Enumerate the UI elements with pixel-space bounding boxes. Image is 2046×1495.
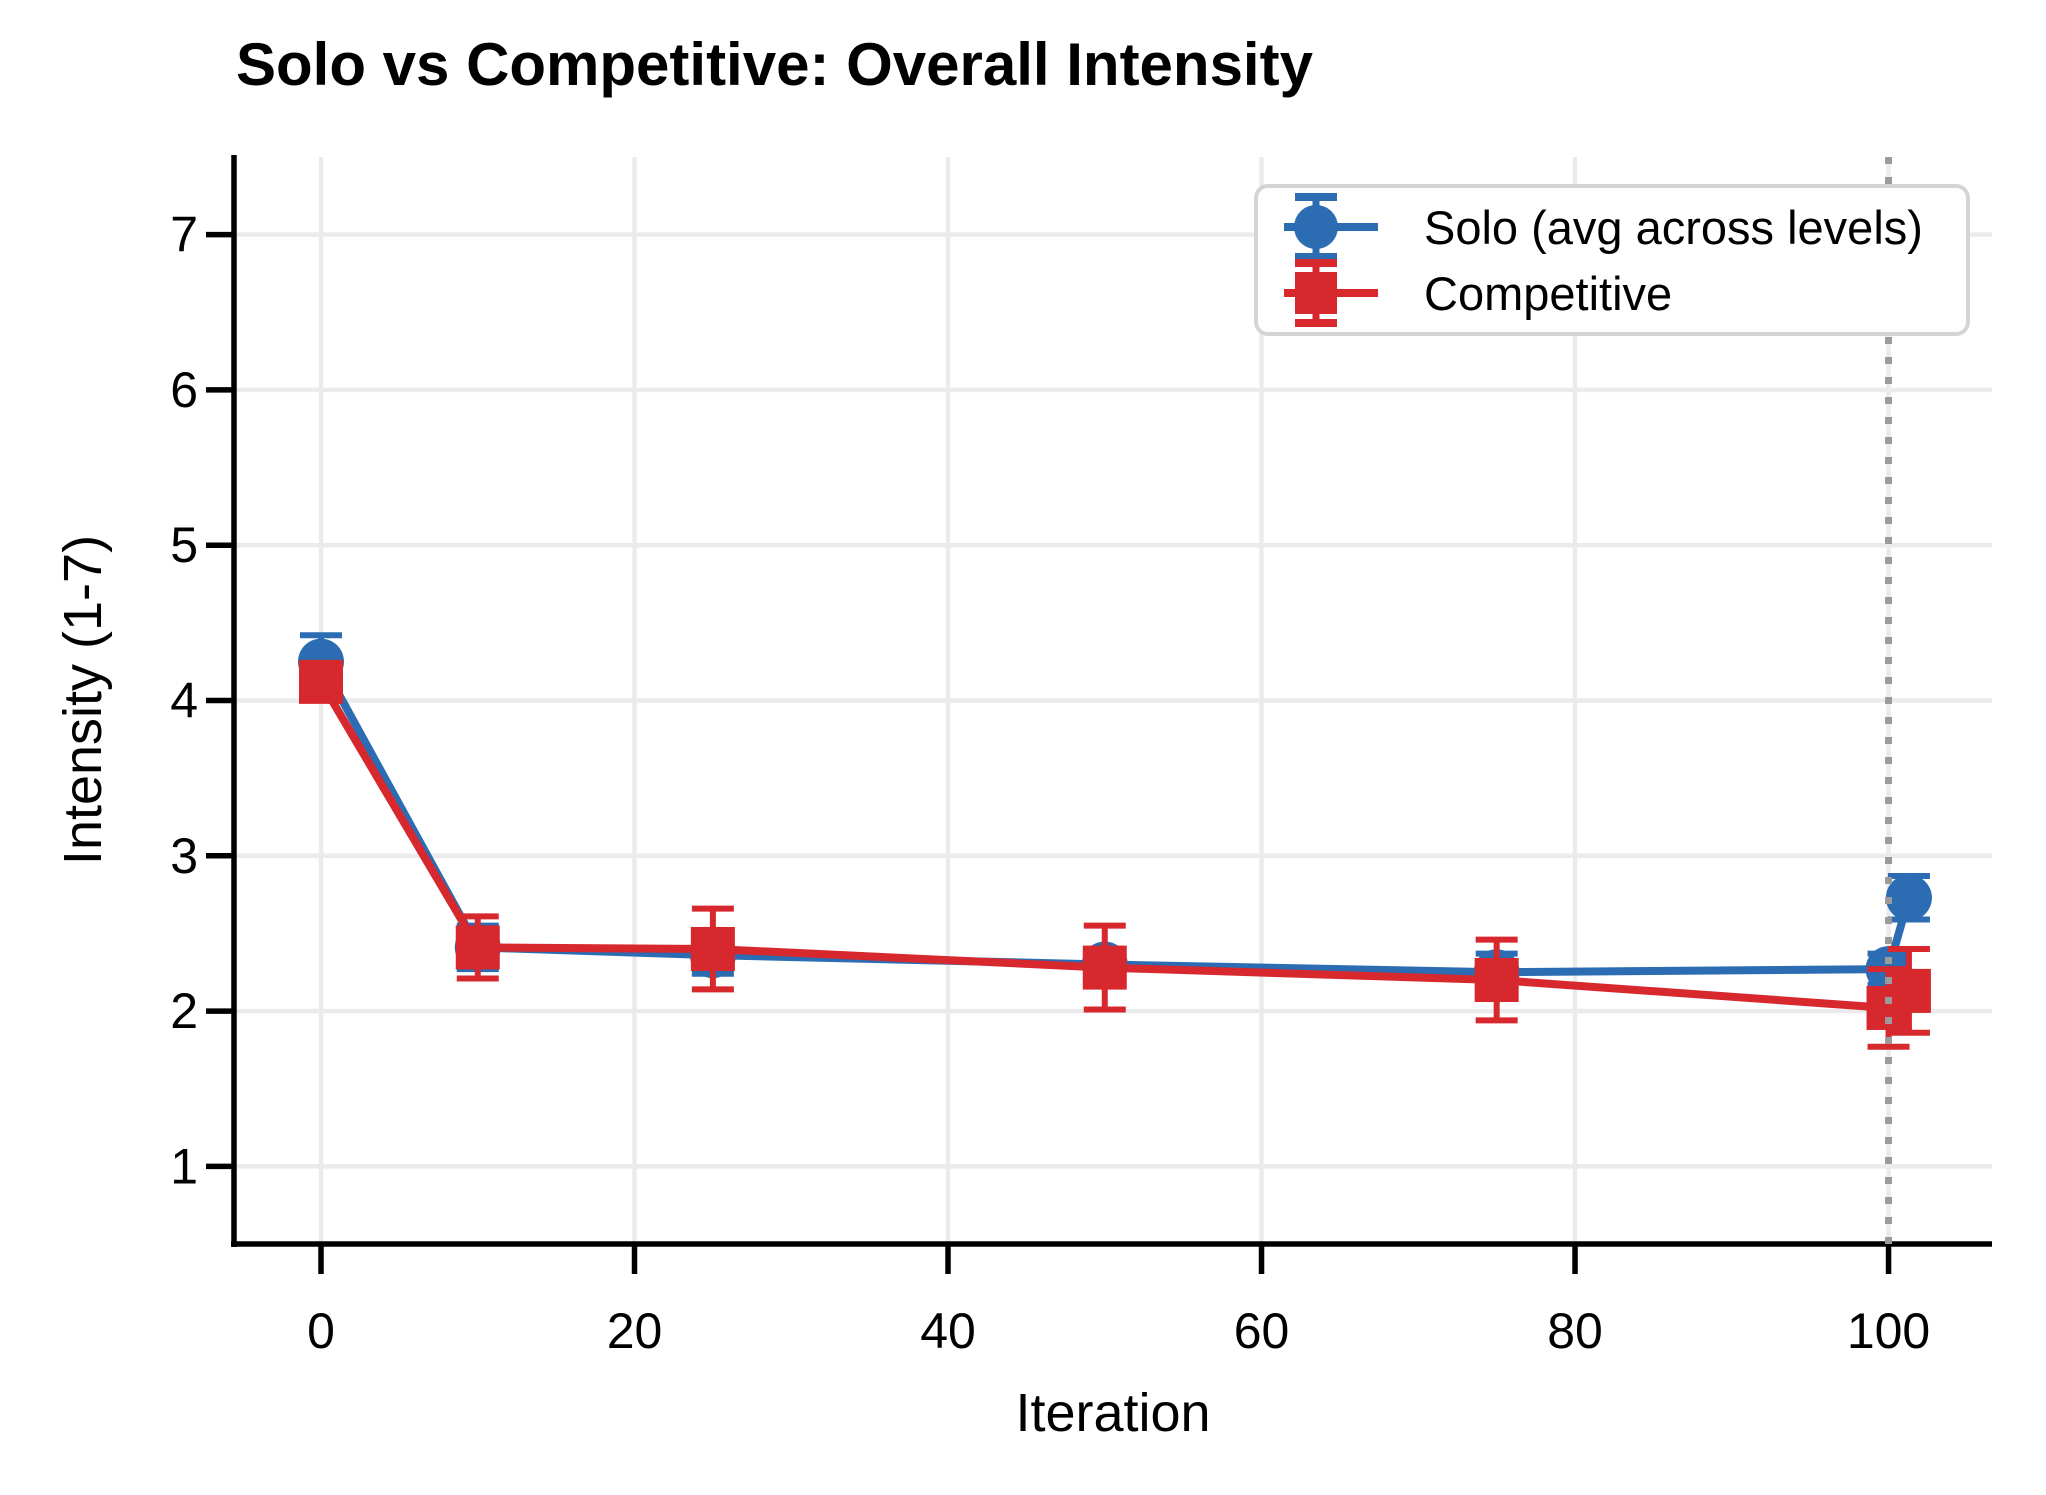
y-axis-label: Intensity (1-7) <box>53 534 113 866</box>
x-tick-label-60: 60 <box>1234 1303 1290 1359</box>
legend-item-competitive: Competitive <box>1282 259 1966 327</box>
y-tick-label-5: 5 <box>170 517 198 573</box>
legend-item-solo-avg-across-levels: Solo (avg across levels) <box>1282 193 1966 261</box>
legend: Solo (avg across levels) Competitive <box>1254 184 1970 336</box>
marker-square-competitive <box>690 926 735 971</box>
legend-label: Solo (avg across levels) <box>1424 200 1923 254</box>
chart-title: Solo vs Competitive: Overall Intensity <box>236 31 1313 98</box>
y-tick-label-3: 3 <box>170 828 198 884</box>
marker-square-competitive <box>298 659 343 704</box>
marker-circle-solo-avg-across-levels <box>1885 874 1932 921</box>
y-tick-label-6: 6 <box>170 362 198 418</box>
x-tick-label-20: 20 <box>607 1303 663 1359</box>
marker-square-competitive <box>1886 968 1931 1013</box>
y-tick-label-1: 1 <box>170 1138 198 1194</box>
y-tick-label-7: 7 <box>170 207 198 263</box>
y-tick-label-2: 2 <box>170 983 198 1039</box>
legend-marker-square-icon <box>1284 259 1378 327</box>
x-tick-label-100: 100 <box>1847 1303 1930 1359</box>
marker-square-competitive <box>455 925 500 970</box>
x-tick-label-0: 0 <box>307 1303 335 1359</box>
marker-square-competitive <box>1474 958 1519 1003</box>
legend-marker-circle-icon <box>1284 193 1378 261</box>
x-axis-label: Iteration <box>1015 1383 1211 1443</box>
x-tick-label-80: 80 <box>1547 1303 1603 1359</box>
legend-label: Competitive <box>1424 266 1673 320</box>
y-tick-label-4: 4 <box>170 673 198 729</box>
x-tick-label-40: 40 <box>920 1303 976 1359</box>
marker-square-competitive <box>1082 945 1127 990</box>
